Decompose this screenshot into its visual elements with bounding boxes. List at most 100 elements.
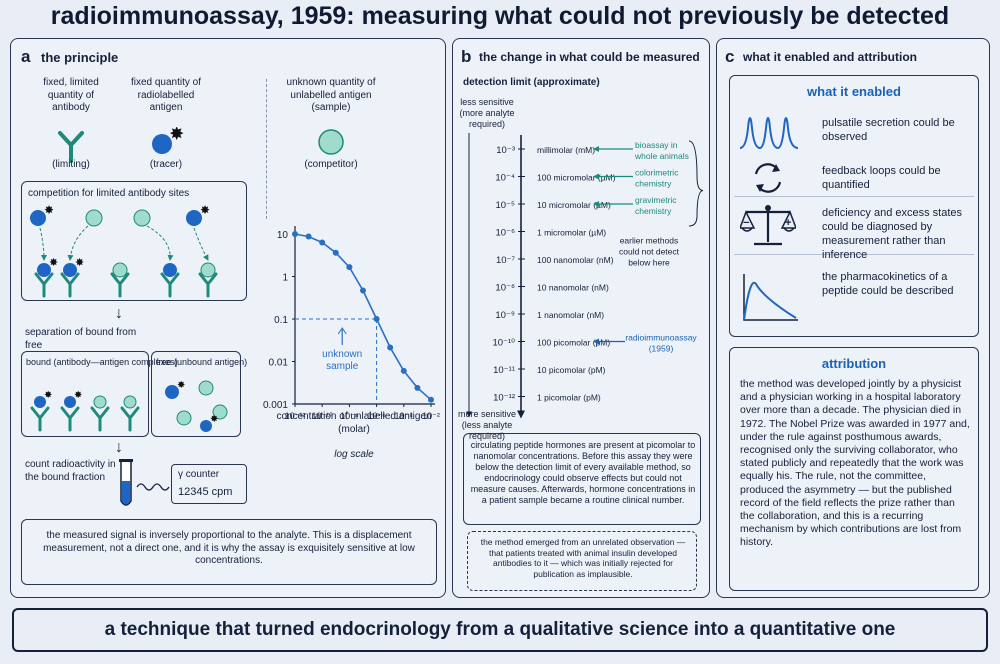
scale-exponent: 10⁻¹⁰ bbox=[492, 338, 515, 349]
curve-point bbox=[305, 233, 312, 240]
sensitivity-arrowhead bbox=[466, 411, 472, 418]
y-tick-label: 0.1 bbox=[274, 315, 288, 326]
ria-arrowhead bbox=[593, 338, 599, 345]
x-tick-label: 10⁻⁴ bbox=[394, 411, 413, 421]
scale-exponent: 10⁻¹² bbox=[493, 393, 515, 404]
bound-subtitle: (antibody—antigen complexes) bbox=[53, 357, 178, 367]
ria-label: (1959) bbox=[649, 344, 674, 354]
svg-text:+: + bbox=[785, 217, 791, 229]
earlier-methods-note: below here bbox=[628, 258, 670, 268]
svg-text:✸: ✸ bbox=[210, 414, 218, 425]
annotation-label: unknown bbox=[322, 349, 362, 360]
counter-value: 12345 cpm bbox=[178, 486, 233, 498]
x-tick-label: 10⁻⁸ bbox=[340, 411, 359, 421]
panel-principle: a the principle fixed, limited quantity … bbox=[10, 38, 446, 598]
down-arrow-icon: ↓ bbox=[115, 439, 123, 456]
y-tick-label: 0.001 bbox=[263, 400, 288, 411]
divider bbox=[266, 79, 267, 219]
scale-exponent: 10⁻⁵ bbox=[495, 200, 515, 211]
enabled-item-1: pulsatile secretion could be observed bbox=[822, 117, 955, 143]
enabled-box: what it enabled pulsatile secretion coul… bbox=[729, 75, 979, 337]
enabled-item-3: deficiency and excess states could be di… bbox=[822, 207, 963, 261]
curve-point bbox=[346, 264, 353, 271]
feedback-loop-icon bbox=[754, 163, 782, 193]
competition-title: competition for limited antibody sites bbox=[28, 188, 190, 199]
scale-exponent: 10⁻⁴ bbox=[495, 173, 515, 184]
x-tick-label: 10⁻² bbox=[422, 411, 440, 421]
panel-c-letter: c bbox=[725, 47, 735, 66]
svg-text:✸: ✸ bbox=[177, 380, 185, 391]
scale-exponent: 10⁻⁹ bbox=[495, 310, 515, 321]
test-tube-icon bbox=[119, 459, 170, 506]
scale-unit: millimolar (mM) bbox=[537, 145, 595, 155]
x-tick-label: 10⁻⁶ bbox=[367, 411, 386, 421]
panel-c-heading: what it enabled and attribution bbox=[743, 50, 917, 64]
footer-banner: a technique that turned endocrinology fr… bbox=[12, 608, 988, 652]
svg-text:✸: ✸ bbox=[169, 127, 184, 143]
attribution-text: the method was developed jointly by a ph… bbox=[740, 378, 970, 549]
curve-point bbox=[414, 384, 421, 391]
radiolabelled-antigen-icon: ✸ bbox=[152, 127, 184, 154]
curve-point bbox=[400, 367, 407, 374]
y-tick-label: 1 bbox=[282, 273, 288, 284]
scale-exponent: 10⁻⁶ bbox=[496, 228, 516, 239]
scale-exponent: 10⁻¹¹ bbox=[493, 365, 515, 376]
sample-label: unknown quantity of unlabelled antigen (… bbox=[286, 77, 376, 113]
counter-title: γ counter bbox=[178, 469, 220, 480]
bound-complexes-diagram: ✸ ✸ bbox=[30, 390, 140, 432]
balance-scale-icon: − + bbox=[740, 205, 796, 246]
panel-enabled: c what it enabled and attribution what i… bbox=[716, 38, 990, 598]
earlier-methods-note: could not detect bbox=[619, 247, 680, 257]
enabled-item-4: the pharmacokinetics of a peptide could … bbox=[822, 271, 954, 297]
scale-unit: 1 picomolar (pM) bbox=[537, 393, 601, 403]
more-sensitive-label: more sensitive (less analyte required) bbox=[457, 409, 517, 441]
scale-unit: 100 picomolar (pM) bbox=[537, 338, 610, 348]
svg-text:✸: ✸ bbox=[49, 257, 58, 269]
free-subtitle: (unbound antigen) bbox=[174, 357, 248, 367]
principle-note-box: the measured signal is inversely proport… bbox=[21, 519, 437, 585]
bound-box: bound (antibody—antigen complexes) ✸ ✸ bbox=[21, 351, 178, 437]
peptide-hormone-text: circulating peptide hormones are present… bbox=[470, 440, 696, 505]
method-label: chemistry bbox=[635, 179, 672, 189]
curve-point bbox=[428, 396, 434, 403]
method-arrowhead bbox=[593, 173, 599, 180]
scale-unit: 100 micromolar (µM) bbox=[537, 173, 616, 183]
panel-a-heading: the principle bbox=[41, 50, 119, 65]
competition-diagram: ✸ ✸ ✸ ✸ bbox=[30, 203, 218, 298]
svg-text:✸: ✸ bbox=[74, 390, 82, 401]
annotation-arrowhead bbox=[337, 327, 347, 335]
competition-box: competition for limited antibody sites ✸… bbox=[21, 181, 247, 301]
x-tick-label: 10⁻¹² bbox=[285, 411, 306, 421]
scale-arrowhead bbox=[517, 410, 525, 419]
method-label: gravimetric bbox=[635, 195, 677, 205]
enabled-item-2: feedback loops could be quantified bbox=[822, 165, 941, 191]
scale-exponent: 10⁻⁷ bbox=[496, 255, 516, 266]
separation-label: separation of bound from free bbox=[25, 327, 137, 351]
svg-text:✸: ✸ bbox=[75, 257, 84, 269]
ria-label: radioimmunoassay bbox=[625, 333, 697, 343]
peptide-hormone-box: circulating peptide hormones are present… bbox=[463, 433, 701, 525]
curve-point bbox=[292, 231, 298, 237]
scale-unit: 10 picomolar (pM) bbox=[537, 365, 606, 375]
antibody-role: (limiting) bbox=[52, 159, 90, 170]
curve-point bbox=[319, 239, 326, 246]
tracer-label: fixed quantity of radiolabelled antigen bbox=[130, 77, 202, 113]
principle-note: the measured signal is inversely proport… bbox=[43, 530, 415, 566]
down-arrow-icon: ↓ bbox=[115, 305, 123, 322]
free-antigen-diagram: ✸ ✸ bbox=[165, 380, 228, 432]
divider bbox=[734, 254, 974, 255]
tracer-role: (tracer) bbox=[149, 159, 183, 170]
free-box: free (unbound antigen) ✸ ✸ bbox=[151, 351, 247, 437]
bound-title: bound bbox=[26, 357, 52, 367]
method-arrowhead bbox=[593, 146, 599, 152]
divider bbox=[734, 196, 974, 197]
scale-unit: 10 nanomolar (nM) bbox=[537, 283, 609, 293]
antibody-label: fixed, limited quantity of antibody bbox=[43, 77, 99, 113]
page-title: radioimmunoassay, 1959: measuring what c… bbox=[50, 2, 950, 30]
annotation-label: sample bbox=[326, 361, 359, 372]
less-sensitive-label: less sensitive (more analyte required) bbox=[459, 97, 515, 129]
x-tick-label: 10⁻¹⁰ bbox=[312, 411, 334, 421]
svg-text:−: − bbox=[743, 217, 749, 229]
chart-xlabel: concentration of unlabelled antigen (mol… bbox=[276, 411, 432, 435]
scale-unit: 10 micromolar (µM) bbox=[537, 200, 611, 210]
